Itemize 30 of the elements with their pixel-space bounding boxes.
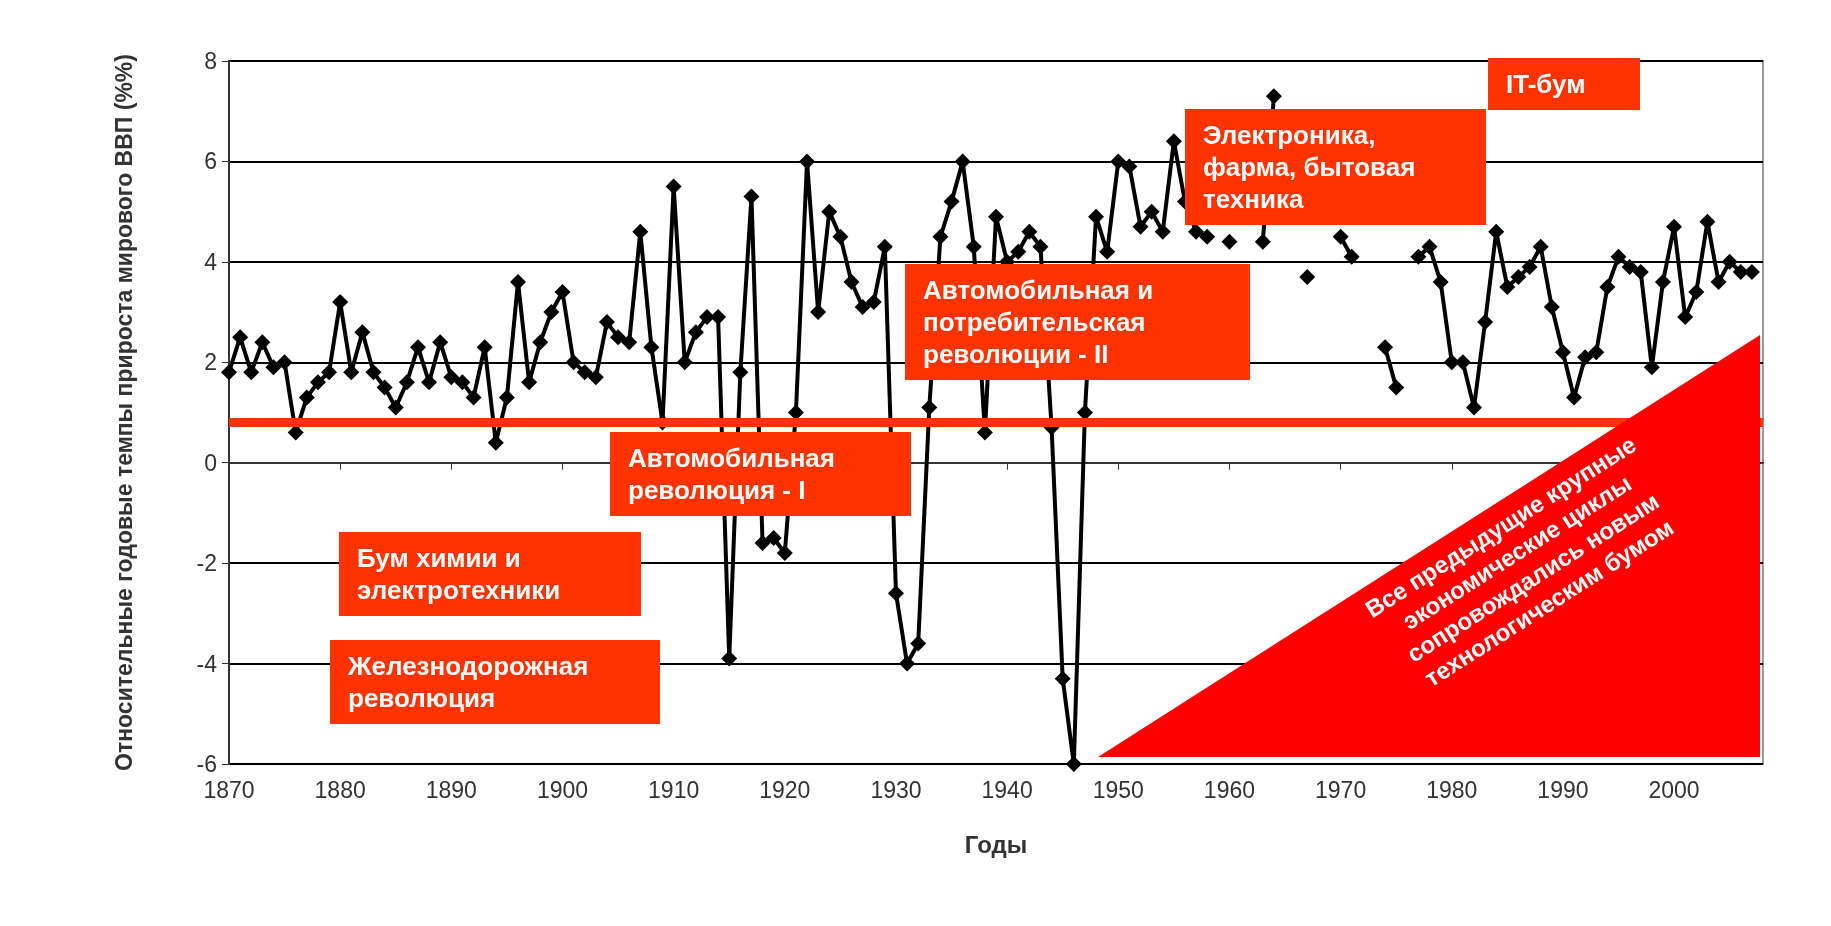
x-tick-label: 1880 [314,776,366,803]
x-tick-label: 1930 [870,776,922,803]
y-tick-label: 6 [204,148,217,175]
y-axis-title: Относительные годовые темпы прироста мирового ВВП (%%) [111,54,137,771]
x-tick-label: 1990 [1537,776,1589,803]
x-axis-title: Годы [964,830,1028,858]
x-tick-label: 1970 [1315,776,1367,803]
x-tick-label: 1960 [1203,776,1256,803]
x-tick-label: 1950 [1092,776,1144,803]
y-tick-label: -6 [196,751,217,777]
x-tick-label: 2000 [1648,776,1700,803]
x-tick-label: 1890 [425,776,477,803]
label-box: Бум химии и электротехники [339,532,641,616]
label-box: Автомобильная и потребительская революции - II [905,264,1250,380]
y-tick-label: -2 [196,550,217,577]
label-box: Автомобильная революция - I [610,432,911,516]
label-box: Железнодорожная революция [330,640,660,724]
label-box: Электроника, фарма, бытовая техника [1185,109,1486,225]
x-tick-label: 1910 [648,776,700,803]
x-tick-label: 1920 [759,776,811,803]
y-tick-label: 4 [204,248,218,275]
y-tick-label: 8 [204,48,217,74]
x-tick-label: 1940 [981,776,1033,803]
y-tick-label: -4 [196,650,218,677]
x-tick-label: 1980 [1426,776,1478,803]
x-tick-label: 1900 [536,776,589,803]
label-box: IT-бум [1488,58,1640,110]
x-tick-label: 1870 [203,776,255,803]
y-tick-label: 0 [204,449,217,476]
y-tick-label: 2 [204,349,217,376]
